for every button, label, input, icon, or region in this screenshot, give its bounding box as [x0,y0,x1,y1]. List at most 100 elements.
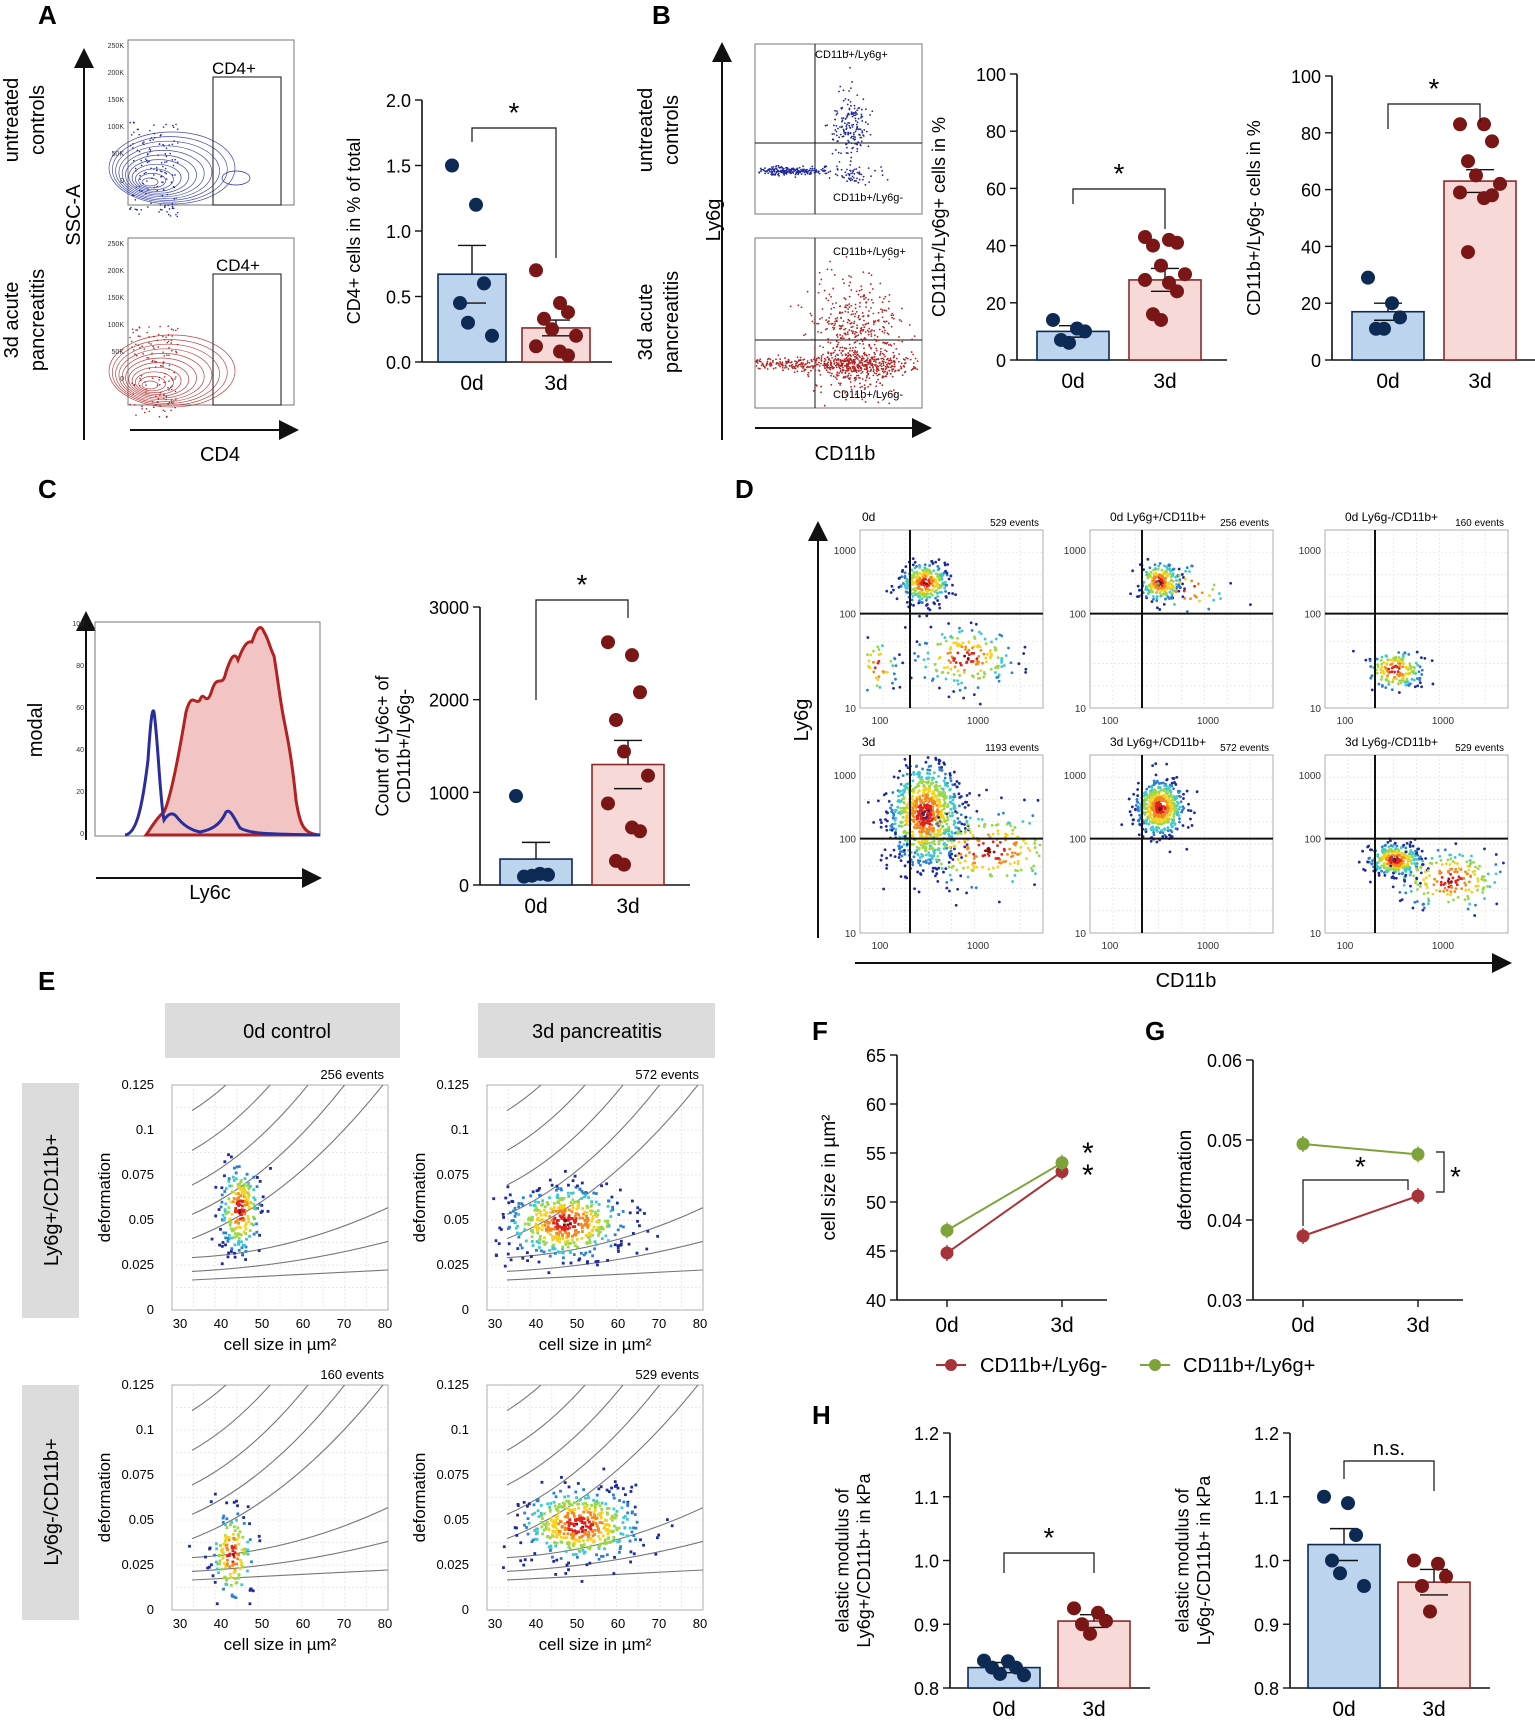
flow-event [837,374,840,377]
d-event [942,870,945,874]
d-event [969,831,972,834]
d-event [1163,564,1166,568]
flow-event [760,360,762,363]
flow-event [806,168,808,171]
flow-event [845,347,847,350]
flow-event [804,333,807,336]
flow-event [826,327,828,330]
contour-dot [167,213,170,216]
d-event [923,641,927,645]
flow-event [838,161,841,163]
d-event [937,859,940,863]
flow-event [849,131,852,134]
d-event [1207,607,1211,611]
d-event [1380,850,1384,853]
d-event [931,792,934,796]
flow-event [775,361,778,364]
contour-dot [153,132,156,135]
d-event [1409,873,1412,877]
contour-dot [171,379,174,381]
flow-event [856,358,859,361]
flow-b-top-frame [754,43,923,215]
d-event [959,813,963,817]
flow-event [872,369,875,371]
d-event [1159,575,1163,578]
d-event [879,858,883,862]
d-event [926,858,930,862]
flow-event [841,176,844,178]
d-event [1168,803,1172,807]
d-event [903,584,907,588]
flow-event [865,367,868,370]
contour-dot [159,208,162,211]
d-event [943,801,947,805]
flow-event [856,177,858,180]
flow-event [782,169,785,172]
flow-event [814,383,817,386]
contour-dot [168,401,171,404]
flow-event [814,369,817,372]
d-event [928,595,932,599]
d-event [1443,848,1447,852]
flow-event [832,328,835,331]
flow-event [833,133,835,135]
contour-dot [167,340,170,343]
flow-event [812,367,814,369]
contour-dot [132,194,135,197]
flow-event [851,81,853,83]
flow-event [854,307,857,310]
d-event [922,784,926,787]
flow-event [851,147,854,150]
flow-event [793,366,796,368]
flow-event [824,328,827,331]
d-event [972,693,976,696]
d-event [1148,574,1151,578]
flow-event [914,367,917,370]
flow-event [832,375,835,378]
d-event [1010,851,1014,855]
flow-event [888,359,890,362]
d-event [897,794,900,798]
d-event [948,846,952,849]
flow-event [862,98,865,101]
flow-event [892,351,895,354]
d-event [934,758,938,761]
d-event [1393,670,1396,674]
d-event [1393,841,1397,845]
flow-event [777,173,779,176]
d-event [935,834,938,838]
d-event [1403,876,1406,880]
d-event [882,887,886,891]
flow-event [912,365,915,368]
d-event [936,584,939,588]
d-event [1154,773,1158,777]
d-event [1420,656,1423,660]
contour-dot [141,345,143,347]
d-event [899,875,903,878]
d-event [1162,821,1166,825]
d-event [1171,585,1175,588]
contour-dot [155,395,157,398]
flow-event [842,360,845,363]
d-event [919,843,923,847]
contour-dot [131,328,134,331]
flow-event [823,404,826,407]
d-event [1416,663,1420,667]
d-event [1022,652,1026,655]
d-event [1181,582,1184,586]
d-event [963,668,966,672]
flow-event [810,169,813,172]
d-event [945,886,949,890]
flow-event [853,138,856,141]
flow-event [834,149,837,151]
d-event [1166,818,1170,822]
flow-event [856,121,859,124]
d-event [1136,595,1139,599]
d-ytick: 1000 [834,546,857,557]
contour-dot [165,336,167,338]
flow-event [891,316,894,319]
d-event [939,642,943,646]
flow-event [798,169,800,172]
d-event [1406,680,1410,684]
